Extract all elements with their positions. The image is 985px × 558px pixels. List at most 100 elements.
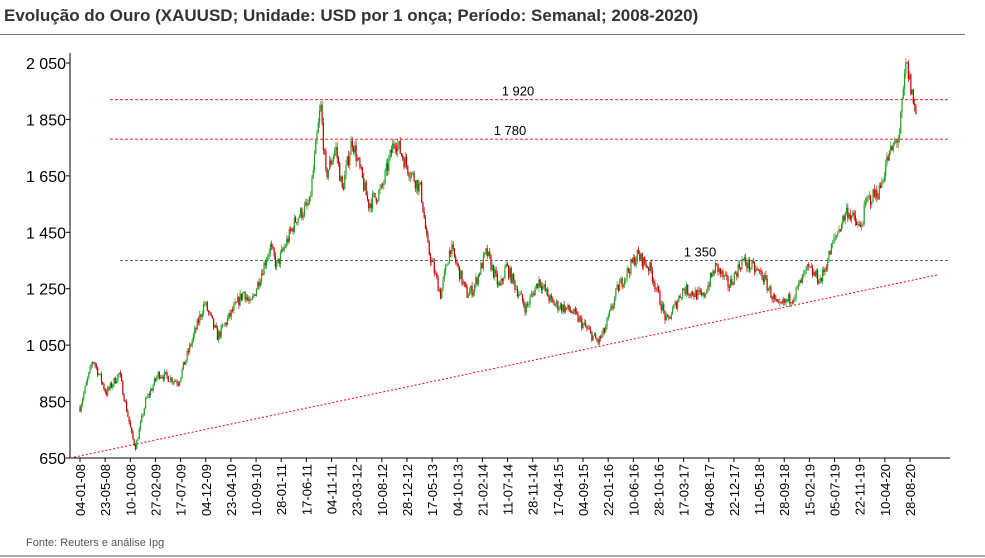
candle [231,306,234,313]
candle [529,293,531,308]
candle [858,220,860,227]
candle-body [142,415,144,416]
candle [878,182,880,200]
candle [728,284,730,292]
candle-body [514,280,516,290]
candle-body [714,263,717,274]
candle-body [545,288,548,291]
candle [432,257,434,263]
candle [176,379,178,387]
candle [537,283,539,289]
candle [214,324,216,329]
candle-body [213,318,215,328]
candle [832,240,834,249]
candle-body [723,275,725,277]
candle [480,261,482,275]
candle [818,279,820,285]
candle [877,192,879,201]
candle [431,257,433,266]
candle-body [210,312,212,316]
candle [694,287,696,298]
candle [332,153,335,165]
candle-body [785,299,787,303]
candle-body [600,336,602,339]
candle-body [185,359,187,365]
candle [216,325,219,341]
candle-body [206,302,208,311]
candle [397,139,399,157]
candle [526,301,529,308]
candle [94,361,96,369]
candle-body [394,145,396,149]
candle-body [93,362,95,364]
x-tick-label: 22-11-19 [853,464,868,515]
candle [602,327,604,337]
candle [244,291,246,303]
candle [722,268,724,280]
candle [233,301,235,314]
candle [202,301,205,317]
candle-body [695,290,698,300]
candle-body [811,267,814,276]
candle-body [661,304,664,311]
candle [881,177,883,189]
candle [659,289,661,306]
candle-body [349,154,351,166]
candle [611,303,613,311]
candle-body [866,198,868,202]
candle-body [719,268,722,274]
candle [83,390,85,402]
candle-body [698,290,700,291]
candle [239,289,241,307]
candle [896,138,898,148]
candle-body [532,293,534,295]
candle [379,184,381,195]
candle-body [641,253,643,267]
candle [740,267,742,272]
candle-body [819,278,821,284]
candle [824,266,826,276]
candle [347,150,350,168]
candle [645,259,647,269]
candle [595,331,597,339]
candle-body [321,104,323,123]
candle-body [533,293,535,296]
candle [703,291,705,299]
candle-body [194,328,196,335]
candle-body [794,297,796,300]
candle-body [832,243,834,244]
candle [674,299,676,306]
candle-body [236,297,239,302]
candle-body [648,267,650,271]
candle-body [390,150,393,153]
candle-body [279,252,282,265]
candle-body [864,201,867,205]
candle-body [121,374,123,381]
candle [533,290,535,297]
x-tick-label: 17-03-17 [677,464,692,516]
candle-body [513,273,515,281]
candle-body [468,291,471,296]
candle [785,297,787,307]
candle-body [107,387,109,396]
candle [363,172,365,192]
candle-body [110,383,113,388]
candle-body [753,262,756,272]
candle [629,268,631,279]
candle [508,264,510,280]
candle [737,260,739,279]
candle-body [761,272,763,279]
x-tick-label: 17-05-13 [425,464,440,516]
candle [373,191,375,198]
candle [119,370,121,378]
candle [800,277,802,283]
candle-body [90,364,92,367]
candle [577,311,579,323]
candle [329,155,331,171]
candle-body [475,277,477,285]
candle [910,73,912,96]
candle [161,374,163,379]
candle-body [834,236,836,238]
candle-body [490,256,492,270]
candle [711,272,713,278]
